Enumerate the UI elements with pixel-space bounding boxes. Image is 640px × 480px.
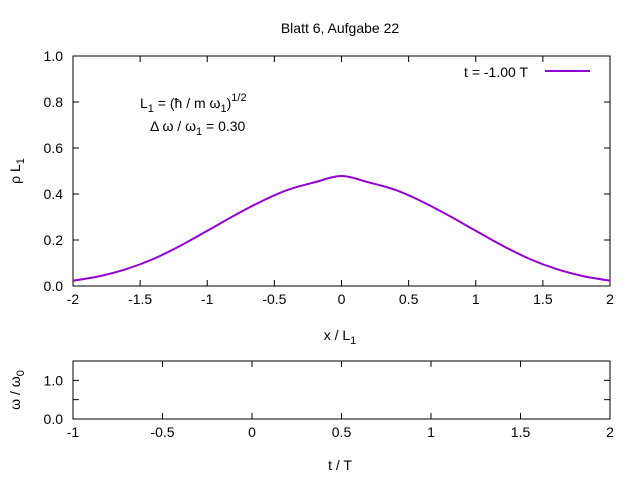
main-x-axis-label: x / L1	[324, 327, 357, 347]
frequency-plot-frame	[72, 360, 611, 420]
main-x-tick-label: -2	[67, 291, 80, 307]
frequency-y-axis-label: ω / ω0	[7, 370, 27, 410]
main-plot: -2 -1.5 -1 -0.5 0 0.5 1 1.5 2 0.0 0.2 0.4 0.6 0.8 1.0…	[7, 48, 614, 347]
frequency-x-tick-label: -1	[67, 424, 80, 440]
main-y-ticks: 0.0 0.2 0.4 0.6 0.8 1.0	[44, 48, 610, 294]
main-x-tick-label: 0	[338, 291, 346, 307]
main-y-axis-label: ρ L1	[7, 158, 27, 184]
frequency-x-axis-label: t / T	[328, 457, 352, 473]
main-x-tick-label: 1	[472, 291, 480, 307]
legend-label: t = -1.00 T	[464, 64, 528, 80]
main-y-tick-label: 0.2	[44, 232, 64, 248]
main-x-tick-label: 0.5	[399, 291, 419, 307]
frequency-x-tick-label: 1.5	[511, 424, 531, 440]
frequency-x-tick-label: 0.5	[332, 424, 352, 440]
frequency-y-tick-label: 0.0	[44, 411, 64, 427]
main-y-tick-label: 0.4	[44, 186, 64, 202]
frequency-y-ticks: 0.0 1.0	[44, 372, 610, 427]
main-x-tick-label: -1.5	[128, 291, 152, 307]
annotation-frequency-ratio: Δ ω / ω1 = 0.30	[150, 118, 246, 138]
frequency-y-tick-label: 1.0	[44, 372, 64, 388]
main-x-tick-label: -1	[201, 291, 214, 307]
main-x-tick-label: 1.5	[533, 291, 553, 307]
main-x-tick-label: -0.5	[262, 291, 286, 307]
chart-title: Blatt 6, Aufgabe 22	[281, 20, 400, 36]
frequency-x-tick-label: 2	[606, 424, 614, 440]
main-y-tick-label: 1.0	[44, 48, 64, 64]
main-y-tick-label: 0.0	[44, 278, 64, 294]
main-plot-frame	[72, 55, 611, 287]
frequency-plot: -1 -0.5 0 0.5 1 1.5 2 0.0 1.0 t / T ω / ω0	[7, 360, 614, 473]
main-y-tick-label: 0.8	[44, 94, 64, 110]
main-x-tick-label: 2	[606, 291, 614, 307]
main-y-tick-label: 0.6	[44, 140, 64, 156]
frequency-x-tick-label: 0	[248, 424, 256, 440]
annotation-length-scale: L1 = (ħ / m ω1)1/2	[140, 92, 247, 115]
frequency-x-tick-label: 1	[427, 424, 435, 440]
legend: t = -1.00 T	[464, 64, 590, 80]
main-series-curve	[72, 175, 611, 282]
frequency-x-ticks: -1 -0.5 0 0.5 1 1.5 2	[67, 361, 614, 440]
main-x-ticks: -2 -1.5 -1 -0.5 0 0.5 1 1.5 2	[67, 56, 614, 307]
frequency-x-tick-label: -0.5	[150, 424, 174, 440]
